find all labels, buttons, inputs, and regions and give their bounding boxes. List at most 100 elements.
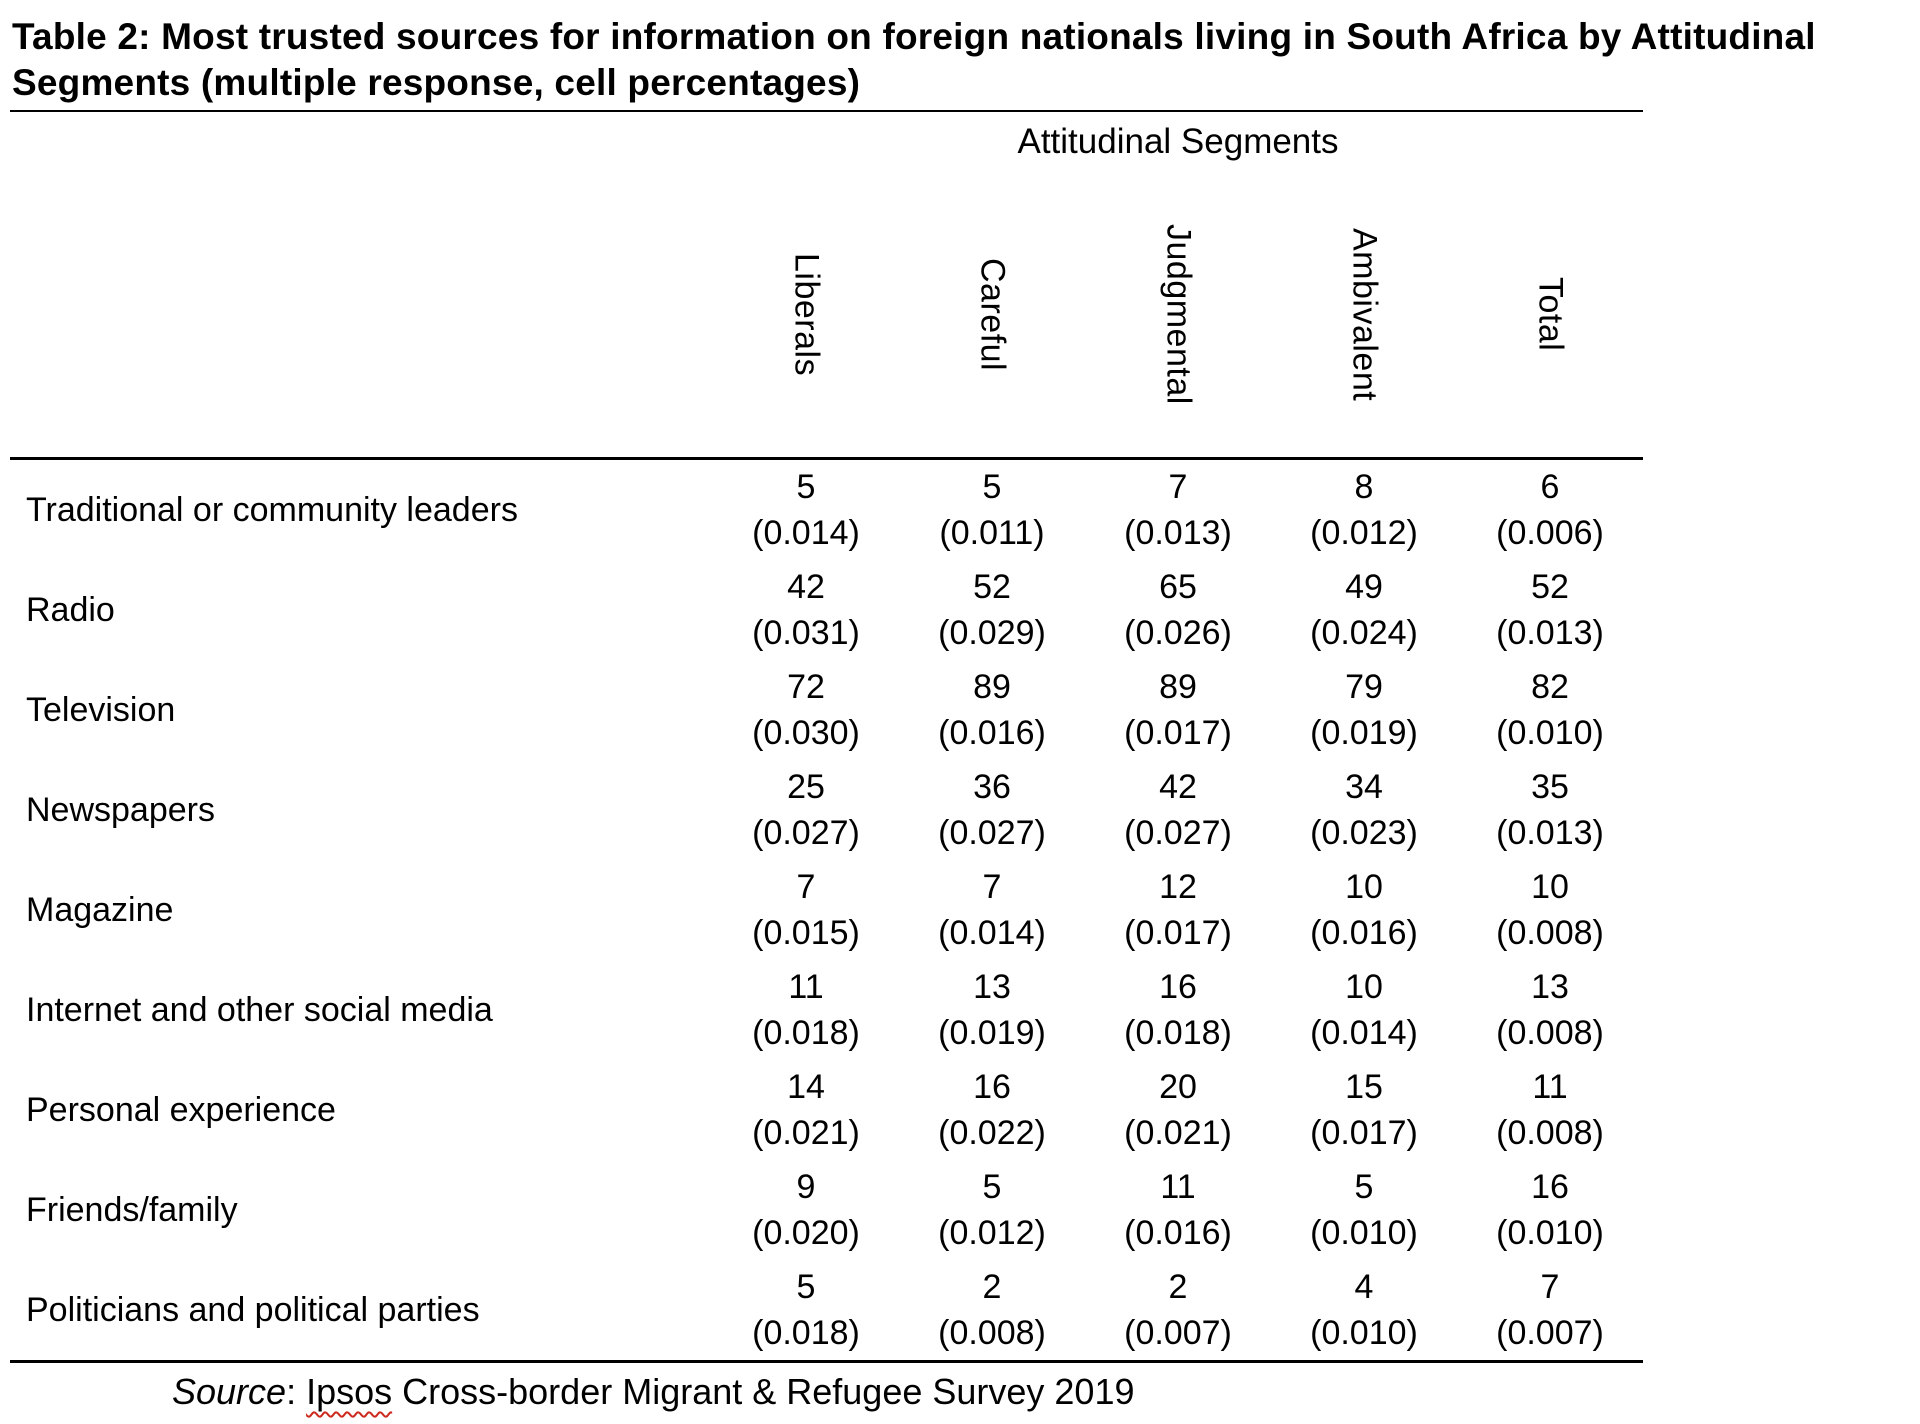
cell-stderr: (0.006) [1496,514,1604,552]
cell-value: 14 [787,1068,825,1106]
column-header-judgmental: Judgmental [1159,224,1198,405]
row-label: Newspapers [26,790,215,829]
cell-value: 89 [1159,668,1197,706]
cell-value: 11 [1160,1168,1196,1206]
cell-value: 42 [1159,768,1197,806]
table-cell: 10 (0.014) [1271,960,1457,1060]
title-rule [10,110,1643,112]
cell-stderr: (0.011) [939,514,1045,552]
cell-value: 8 [1354,468,1374,506]
cell-stderr: (0.018) [752,1014,860,1052]
table-cell: 42 (0.027) [1085,760,1271,860]
cell-stderr: (0.030) [752,714,860,752]
cell-value: 6 [1540,468,1560,506]
column-header-total: Total [1531,277,1570,352]
cell-stderr: (0.014) [752,514,860,552]
cell-value: 72 [787,668,825,706]
cell-stderr: (0.021) [1124,1114,1232,1152]
table-cell: 2 (0.007) [1085,1260,1271,1360]
cell-stderr: (0.024) [1310,614,1418,652]
cell-stderr: (0.020) [752,1214,860,1252]
table-cell: 7 (0.015) [713,860,899,960]
table-cell: 9 (0.020) [713,1160,899,1260]
table-cell: 5 (0.018) [713,1260,899,1360]
cell-value: 34 [1345,768,1383,806]
table-cell: 79 (0.019) [1271,660,1457,760]
table-cell: 11 (0.008) [1457,1060,1643,1160]
cell-stderr: (0.013) [1496,814,1604,852]
row-label: Television [26,690,176,729]
cell-value: 49 [1345,568,1383,606]
table-row: Traditional or community leaders 5 (0.01… [10,460,1643,560]
cell-stderr: (0.019) [938,1014,1046,1052]
cell-stderr: (0.021) [752,1114,860,1152]
cell-stderr: (0.016) [938,714,1046,752]
table-cell: 34 (0.023) [1271,760,1457,860]
table-cell: 16 (0.022) [899,1060,1085,1160]
cell-stderr: (0.018) [1124,1014,1232,1052]
cell-value: 20 [1159,1068,1197,1106]
cell-value: 13 [973,968,1011,1006]
cell-value: 52 [1531,568,1569,606]
cell-value: 16 [973,1068,1011,1106]
cell-value: 25 [787,768,825,806]
cell-value: 10 [1345,868,1383,906]
table-cell: 5 (0.010) [1271,1160,1457,1260]
cell-stderr: (0.007) [1124,1314,1232,1352]
cell-stderr: (0.026) [1124,614,1232,652]
table-row: Politicians and political parties 5 (0.0… [10,1260,1643,1360]
cell-value: 36 [973,768,1011,806]
table-cell: 8 (0.012) [1271,460,1457,560]
row-label: Radio [26,590,115,629]
cell-stderr: (0.013) [1124,514,1232,552]
table-cell: 7 (0.014) [899,860,1085,960]
cell-stderr: (0.014) [1310,1014,1418,1052]
cell-value: 10 [1345,968,1383,1006]
cell-value: 35 [1531,768,1569,806]
cell-value: 5 [796,1268,816,1306]
cell-value: 5 [796,468,816,506]
cell-value: 79 [1345,668,1383,706]
cell-stderr: (0.022) [938,1114,1046,1152]
row-label: Traditional or community leaders [26,490,518,529]
cell-stderr: (0.010) [1496,1214,1604,1252]
table-cell: 6 (0.006) [1457,460,1643,560]
table-cell: 14 (0.021) [713,1060,899,1160]
table-cell: 36 (0.027) [899,760,1085,860]
source-label: Source [172,1371,287,1412]
cell-value: 89 [973,668,1011,706]
cell-value: 12 [1159,868,1197,906]
cell-stderr: (0.008) [938,1314,1046,1352]
cell-value: 5 [1354,1168,1374,1206]
cell-value: 82 [1531,668,1569,706]
cell-value: 4 [1354,1268,1374,1306]
table-cell: 42 (0.031) [713,560,899,660]
row-label: Personal experience [26,1090,336,1129]
cell-stderr: (0.016) [1124,1214,1232,1252]
row-label: Magazine [26,890,174,929]
table-cell: 89 (0.016) [899,660,1085,760]
cell-stderr: (0.010) [1310,1314,1418,1352]
table-cell: 5 (0.014) [713,460,899,560]
table-row: Friends/family 9 (0.020) 5 (0.012) 11 (0… [10,1160,1643,1260]
cell-value: 2 [982,1268,1002,1306]
cell-value: 7 [1168,468,1188,506]
source-word-ipsos: Ipsos [306,1371,393,1412]
table-cell: 16 (0.010) [1457,1160,1643,1260]
table-header: Attitudinal Segments Liberals Careful Ju… [10,112,1643,457]
cell-stderr: (0.013) [1496,614,1604,652]
table-cell: 11 (0.018) [713,960,899,1060]
cell-stderr: (0.012) [1310,514,1418,552]
cell-stderr: (0.018) [752,1314,860,1352]
attitudinal-segments-group-header: Attitudinal Segments [1017,122,1339,161]
row-label: Politicians and political parties [26,1290,480,1329]
cell-stderr: (0.008) [1496,1114,1604,1152]
cell-stderr: (0.031) [752,614,860,652]
table-cell: 15 (0.017) [1271,1060,1457,1160]
cell-value: 5 [982,468,1002,506]
cell-stderr: (0.008) [1496,1014,1604,1052]
cell-value: 9 [796,1168,816,1206]
cell-value: 16 [1531,1168,1569,1206]
column-header-ambivalent: Ambivalent [1345,227,1384,402]
cell-value: 52 [973,568,1011,606]
